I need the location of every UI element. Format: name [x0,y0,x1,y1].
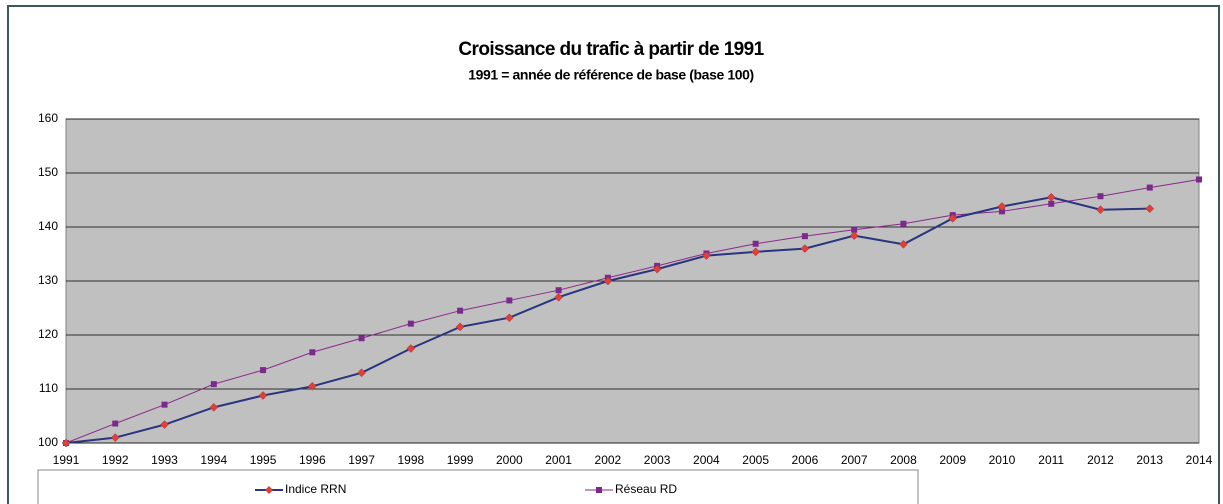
series-marker [702,251,711,260]
series-marker [1145,204,1155,213]
x-tick-label: 2004 [693,453,720,467]
series-marker [652,264,662,274]
series-marker [751,247,761,257]
series-line [65,178,1200,444]
x-tick-label: 2006 [792,453,819,467]
series-marker [1146,184,1153,191]
x-tick-label: 1992 [102,453,129,467]
series-marker [110,433,120,442]
series-marker [457,307,464,314]
series-marker [899,239,908,249]
y-tick-label: 120 [38,327,58,341]
x-tick-label: 2010 [989,453,1016,467]
series-marker [800,244,810,253]
series-marker [948,214,958,223]
x-tick-label: 1996 [299,453,326,467]
series-marker [900,220,907,227]
x-tick-label: 1998 [397,453,424,467]
x-tick-label: 1999 [447,453,474,467]
legend-box [37,469,919,504]
series-marker [504,313,514,323]
series-marker [752,240,759,247]
x-tick-label: 2008 [890,453,917,467]
series-marker [1096,205,1105,215]
series-marker [455,322,465,332]
series-marker [555,287,562,294]
chart-title: Croissance du trafic à partir de 1991 [458,39,764,60]
x-tick-label: 2002 [595,453,622,467]
x-tick-label: 2011 [1038,453,1064,467]
y-tick-label: 150 [38,165,58,179]
series-marker [61,438,71,448]
series-marker [210,381,217,388]
series-marker [1196,176,1202,183]
y-tick-label: 110 [39,381,58,395]
series-marker [801,233,808,240]
x-tick-label: 2001 [545,453,572,467]
series-marker [258,391,268,400]
x-tick-label: 2000 [496,453,523,467]
series-marker [112,420,119,427]
x-tick-label: 2013 [1136,453,1163,467]
series-marker [209,403,219,412]
series-marker [160,420,169,429]
series-marker [406,344,416,353]
series-marker [849,231,859,240]
series-marker [357,368,366,378]
series-marker [851,226,858,233]
series-marker [1048,200,1055,207]
x-tick-label: 2009 [939,453,966,467]
legend-label: Réseau RD [615,482,677,496]
legend-marker [596,487,602,493]
x-tick-label: 2007 [841,453,868,467]
series-marker [407,320,414,327]
series-marker [307,381,317,391]
x-tick-label: 1991 [53,453,80,467]
series-marker [260,367,267,374]
x-tick-label: 2003 [644,453,671,467]
x-tick-label: 2005 [742,453,769,467]
series-marker [309,349,316,356]
y-tick-label: 130 [38,273,58,287]
y-tick-label: 140 [38,219,58,233]
legend-label: Indice RRN [285,482,346,496]
x-tick-label: 1997 [348,453,375,467]
y-tick-label: 160 [38,111,58,125]
series-marker [506,297,513,304]
series-marker [554,292,563,302]
x-tick-label: 1994 [200,453,227,467]
chart-subtitle: 1991 = année de référence de base (base … [468,67,754,83]
series-marker [1097,193,1104,200]
series-marker [998,208,1005,215]
series-marker [603,276,613,286]
series-marker [358,335,365,342]
series-marker [997,202,1007,211]
y-tick-label: 100 [38,435,58,449]
legend-marker [265,486,273,494]
x-tick-label: 2014 [1186,453,1213,467]
x-tick-label: 1993 [151,453,178,467]
x-tick-label: 2012 [1087,453,1114,467]
x-tick-label: 1995 [250,453,277,467]
series-marker [1046,192,1056,202]
series-marker [161,401,168,408]
